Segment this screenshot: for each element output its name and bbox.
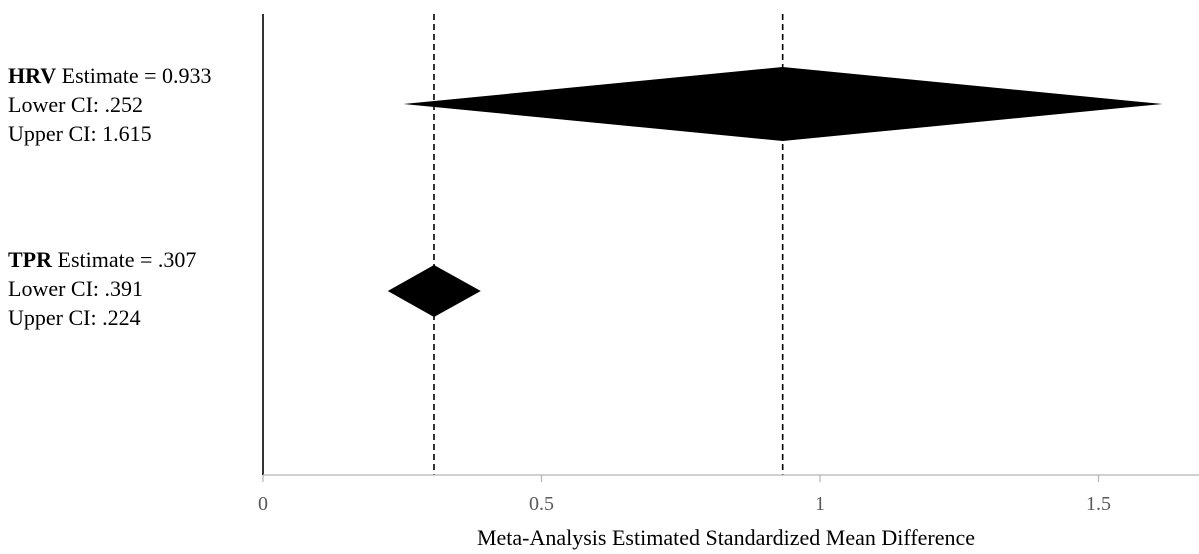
hrv-upper-ci-text: Upper CI: 1.615	[8, 119, 212, 148]
tpr-series-name: TPR	[8, 247, 52, 272]
tpr-estimate-label: TPR Estimate = .307 Lower CI: .391 Upper…	[8, 245, 196, 332]
x-tick-label: 1	[815, 493, 825, 515]
hrv-lower-ci-text: Lower CI: .252	[8, 90, 212, 119]
x-tick-label: 0.5	[529, 493, 554, 515]
x-tick-label: 0	[258, 493, 268, 515]
hrv-series-name: HRV	[8, 63, 56, 88]
tpr-lower-ci-text: Lower CI: .391	[8, 274, 196, 303]
hrv-estimate-label: HRV Estimate = 0.933 Lower CI: .252 Uppe…	[8, 61, 212, 148]
x-tick-label: 1.5	[1086, 493, 1111, 515]
tpr-estimate-text: Estimate = .307	[58, 247, 197, 272]
tpr-diamond	[388, 265, 481, 317]
hrv-estimate-text: Estimate = 0.933	[62, 63, 212, 88]
hrv-diamond	[403, 67, 1162, 141]
x-axis-title: Meta-Analysis Estimated Standardized Mea…	[477, 525, 975, 550]
tpr-upper-ci-text: Upper CI: .224	[8, 303, 196, 332]
